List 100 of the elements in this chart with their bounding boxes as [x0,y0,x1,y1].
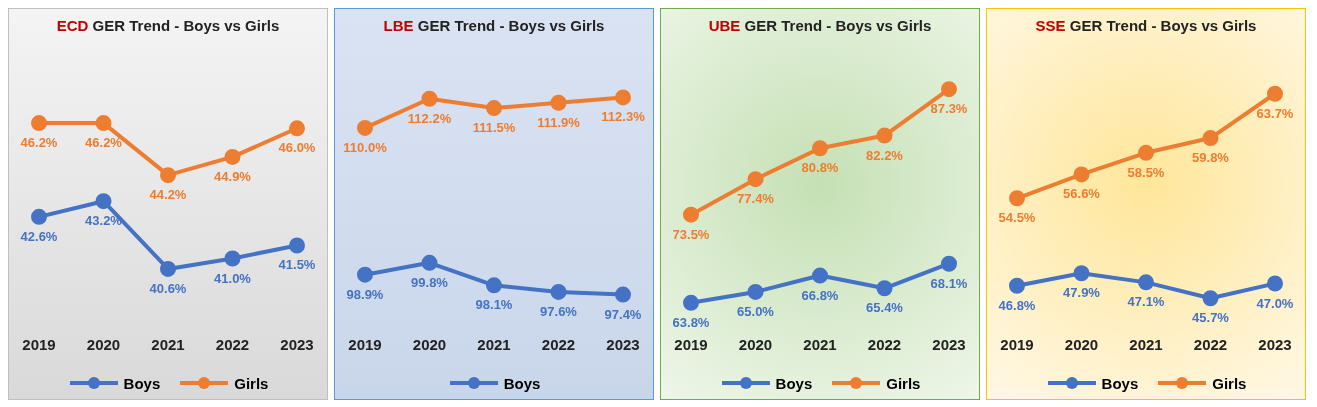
data-label: 42.6% [20,228,58,244]
data-label: 65.0% [737,303,775,319]
chart-title: UBE GER Trend - Boys vs Girls [708,17,932,34]
point [941,255,957,272]
point [1009,277,1025,294]
data-label: 97.4% [604,306,642,322]
x-tick-label: 2020 [1064,335,1099,353]
legend-label: Girls [1212,374,1247,392]
data-label: 80.8% [801,160,839,176]
data-label: 47.9% [1063,285,1101,301]
point [486,277,502,294]
data-label: 46.0% [278,140,316,156]
point [1073,166,1090,183]
data-label: 99.8% [411,274,449,290]
point [876,280,893,297]
x-tick-label: 2020 [738,335,773,353]
legend-label: Boys [1101,374,1139,392]
point [1202,290,1219,307]
point [1202,130,1219,147]
point [289,237,305,254]
x-tick-label: 2019 [1000,335,1034,353]
legend-label: Boys [503,374,541,392]
data-label: 66.8% [801,287,839,303]
point [224,250,241,267]
x-tick-label: 2023 [1258,335,1292,353]
x-tick-label: 2020 [86,335,121,353]
point [31,115,47,132]
data-label: 82.2% [866,147,904,163]
x-tick-label: 2021 [803,335,837,353]
x-tick-label: 2021 [1129,335,1163,353]
x-tick-label: 2022 [867,335,902,353]
point [1267,275,1283,292]
data-label: 63.8% [672,314,710,330]
point [160,260,176,277]
point [421,254,438,271]
x-tick-label: 2021 [151,335,185,353]
data-label: 63.7% [1256,105,1294,121]
data-label: 111.5% [472,120,516,136]
point [31,208,47,225]
point [550,283,567,300]
point [421,90,438,107]
x-tick-label: 2021 [477,335,511,353]
data-label: 45.7% [1192,310,1230,326]
data-label: 44.9% [214,168,252,184]
data-label: 110.0% [343,139,388,155]
data-label: 47.0% [1256,295,1294,311]
legend-label: Boys [775,374,813,392]
data-label: 44.2% [149,187,187,203]
legend-label: Boys [123,374,161,392]
data-label: 43.2% [85,213,123,229]
x-tick-label: 2019 [348,335,382,353]
data-label: 46.8% [998,297,1036,313]
data-label: 65.4% [866,300,904,316]
x-tick-label: 2023 [606,335,640,353]
data-label: 56.6% [1063,186,1101,202]
point [357,266,373,283]
x-tick-label: 2022 [215,335,250,353]
point [224,148,241,165]
data-label: 41.0% [214,270,252,286]
data-label: 40.6% [149,280,187,296]
point [486,100,502,117]
point [95,115,112,132]
point [941,81,957,98]
data-label: 111.9% [537,114,581,130]
point [550,94,567,111]
point [160,167,176,184]
x-tick-label: 2019 [22,335,56,353]
x-tick-label: 2020 [412,335,447,353]
chart-title: SSE GER Trend - Boys vs Girls [1035,17,1257,34]
point [812,140,828,157]
point [95,193,112,210]
x-tick-label: 2019 [674,335,708,353]
point [683,294,699,311]
data-label: 98.1% [475,297,513,313]
data-label: 73.5% [672,226,710,242]
point [812,267,828,284]
x-tick-label: 2023 [280,335,314,353]
chart-title: LBE GER Trend - Boys vs Girls [383,17,605,34]
point [615,89,631,106]
point [357,119,373,136]
data-label: 46.2% [85,135,123,151]
point [1138,144,1154,161]
point [615,286,631,303]
point [1267,85,1283,102]
data-label: 87.3% [930,101,968,117]
data-label: 97.6% [540,303,578,319]
point [1073,265,1090,282]
data-label: 77.4% [737,191,775,207]
x-tick-label: 2023 [932,335,966,353]
point [747,171,764,188]
data-label: 58.5% [1127,164,1165,180]
data-label: 47.1% [1127,294,1165,310]
data-label: 68.1% [930,275,968,291]
data-label: 112.3% [601,109,646,125]
legend-label: Girls [234,374,269,392]
point [876,127,893,144]
data-label: 46.2% [20,135,58,151]
point [289,120,305,137]
point [747,283,764,300]
data-label: 59.8% [1192,150,1230,166]
